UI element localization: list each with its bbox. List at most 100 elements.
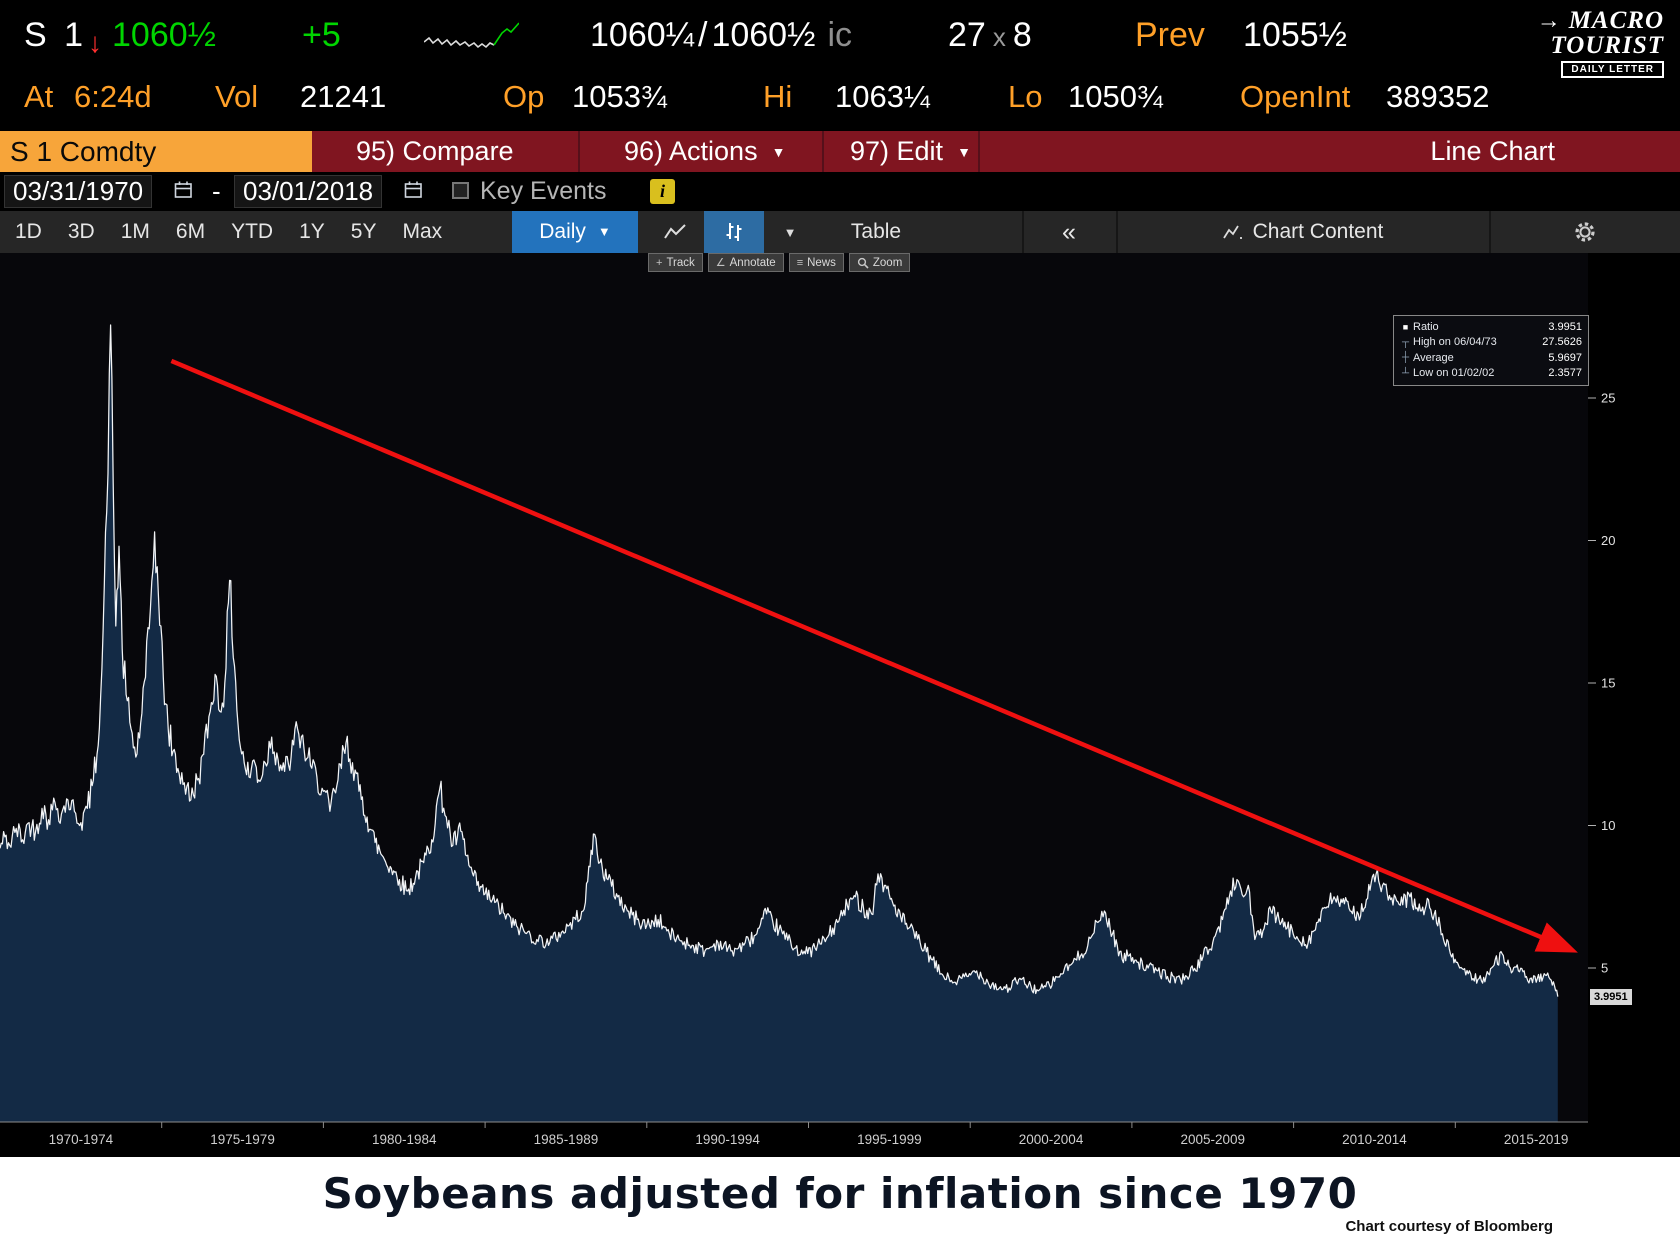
x-axis-label: 1995-1999: [857, 1132, 922, 1147]
x-axis-label: 2000-2004: [1019, 1132, 1084, 1147]
menu-divider: [822, 131, 824, 172]
x-axis-label: 2015-2019: [1504, 1132, 1569, 1147]
news-label: News: [807, 256, 836, 269]
bid-price: 1060¼: [590, 16, 694, 54]
chart-area[interactable]: 1970-1974 1975-1979 1980-1984 1985-1989 1990…: [0, 253, 1680, 1157]
legend-value: 5.9697: [1548, 351, 1582, 364]
low-value: 1050¾: [1068, 79, 1163, 114]
caret-down-icon: ▼: [597, 224, 611, 240]
zoom-magnifier-icon: [857, 257, 869, 269]
x-axis-label: 1980-1984: [372, 1132, 437, 1147]
y-axis-label: 10: [1601, 818, 1615, 833]
bid-size: 27: [948, 16, 986, 54]
legend-row-low: ┴ Low on 01/02/02 2.3577: [1398, 366, 1582, 382]
y-axis-label: 25: [1601, 391, 1615, 406]
chart-toolbar: 1D 3D 1M 6M YTD 1Y 5Y Max Daily ▼ ▼ Table…: [0, 211, 1680, 253]
period-buttons: 1D 3D 1M 6M YTD 1Y 5Y Max: [2, 211, 455, 253]
price-direction-down-icon: ↓: [88, 27, 102, 58]
edit-menu-item[interactable]: 97) Edit ▼: [850, 131, 971, 172]
track-label: Track: [666, 256, 695, 269]
low-marker-icon: ┴: [1401, 367, 1410, 379]
security-tab[interactable]: S 1 Comdty: [0, 131, 312, 172]
x-axis-label: 1990-1994: [695, 1132, 760, 1147]
table-button[interactable]: Table: [850, 220, 902, 243]
prev-close-value: 1055½: [1243, 16, 1347, 54]
low-label: Lo: [1008, 79, 1043, 114]
ask-price: 1060½: [711, 16, 816, 54]
ask-size: 8: [1012, 16, 1032, 54]
quote-separator: /: [698, 16, 708, 54]
condition-code: ic: [827, 16, 853, 54]
toolbar-divider: [1489, 211, 1491, 253]
info-icon[interactable]: i: [650, 179, 675, 204]
open-interest-label: OpenInt: [1240, 79, 1351, 114]
high-label: Hi: [763, 79, 793, 114]
period-3d[interactable]: 3D: [67, 220, 95, 243]
caption-bar: Soybeans adjusted for inflation since 19…: [0, 1157, 1680, 1243]
main-chart[interactable]: 1970-1974 1975-1979 1980-1984 1985-1989 1990…: [0, 253, 1680, 1157]
logo-arrow-icon: →: [1536, 6, 1561, 34]
chart-content-button[interactable]: Chart Content: [1118, 211, 1488, 253]
net-change: +5: [302, 16, 341, 54]
period-6m[interactable]: 6M: [175, 220, 206, 243]
legend-label: High on 06/04/73: [1413, 336, 1497, 349]
menu-divider: [578, 131, 580, 172]
last-price: 1060½: [112, 16, 216, 54]
chart-content-label: Chart Content: [1252, 220, 1384, 243]
collapse-panel-button[interactable]: «: [1062, 217, 1076, 246]
key-events-checkbox[interactable]: [452, 182, 469, 199]
line-chart-type-button[interactable]: [652, 211, 698, 253]
logo-line1: MACRO: [1568, 7, 1664, 34]
legend-label: Low on 01/02/02: [1413, 367, 1495, 380]
period-5y[interactable]: 5Y: [350, 220, 377, 243]
frequency-dropdown[interactable]: Daily ▼: [512, 211, 638, 253]
period-1y[interactable]: 1Y: [299, 220, 325, 243]
annotate-button[interactable]: ∠ Annotate: [707, 253, 784, 272]
annotate-label: Annotate: [729, 256, 776, 269]
annotate-angle-icon: ∠: [715, 257, 726, 269]
price-line: [0, 324, 1559, 997]
compare-menu-item[interactable]: 95) Compare: [356, 136, 514, 166]
at-time-value: 6:24d: [74, 79, 152, 114]
bar-chart-type-button[interactable]: [704, 211, 764, 253]
prev-close-label: Prev: [1135, 16, 1205, 54]
chart-credit: Chart courtesy of Bloomberg: [1345, 1218, 1553, 1235]
key-events-label: Key Events: [480, 177, 607, 205]
date-range-bar: 03/31/1970 - 03/01/2018 Key Events i: [0, 172, 1680, 211]
ticker-symbol: S 1: [24, 16, 88, 54]
legend-row-high: ┬ High on 06/04/73 27.5626: [1398, 335, 1582, 351]
trend-arrow-annotation[interactable]: [170, 358, 1578, 953]
y-axis-label: 20: [1601, 533, 1615, 548]
date-range-separator: -: [212, 176, 221, 206]
chart-type-dropdown[interactable]: ▼: [783, 224, 797, 240]
end-date-field[interactable]: 03/01/2018: [234, 175, 383, 208]
high-marker-icon: ┬: [1401, 336, 1410, 348]
period-1m[interactable]: 1M: [120, 220, 150, 243]
start-date-field[interactable]: 03/31/1970: [4, 175, 153, 208]
period-max[interactable]: Max: [402, 220, 443, 243]
calendar-icon[interactable]: [404, 181, 423, 204]
series-marker-icon: ■: [1402, 321, 1409, 332]
menu-bar: S 1 Comdty 95) Compare 96) Actions ▼ 97) …: [0, 131, 1680, 172]
x-axis-label: 2010-2014: [1342, 1132, 1407, 1147]
legend-row-average: ┼ Average 5.9697: [1398, 350, 1582, 366]
legend-row-ratio: ■ Ratio 3.9951: [1398, 319, 1582, 335]
y-axis-label: 5: [1601, 961, 1608, 976]
price-area: [0, 325, 1558, 1122]
caret-down-icon: ▼: [771, 144, 786, 161]
track-button[interactable]: + Track: [648, 253, 703, 272]
calendar-icon[interactable]: [174, 181, 193, 204]
news-button[interactable]: ≡ News: [788, 253, 844, 272]
chart-content-icon: [1222, 225, 1242, 239]
x-axis-label: 1970-1974: [49, 1132, 114, 1147]
actions-menu-item[interactable]: 96) Actions ▼: [624, 131, 785, 172]
period-1d[interactable]: 1D: [15, 220, 42, 243]
chart-legend[interactable]: ■ Ratio 3.9951 ┬ High on 06/04/73 27.562…: [1393, 315, 1589, 386]
period-ytd[interactable]: YTD: [231, 220, 274, 243]
settings-gear-icon[interactable]: [1491, 211, 1679, 253]
zoom-button[interactable]: Zoom: [848, 253, 911, 272]
caret-down-icon: ▼: [957, 144, 971, 161]
menu-divider: [978, 131, 980, 172]
bid-ask-quote: 1060¼/1060½ ic: [590, 14, 852, 56]
news-lines-icon: ≡: [796, 256, 804, 269]
